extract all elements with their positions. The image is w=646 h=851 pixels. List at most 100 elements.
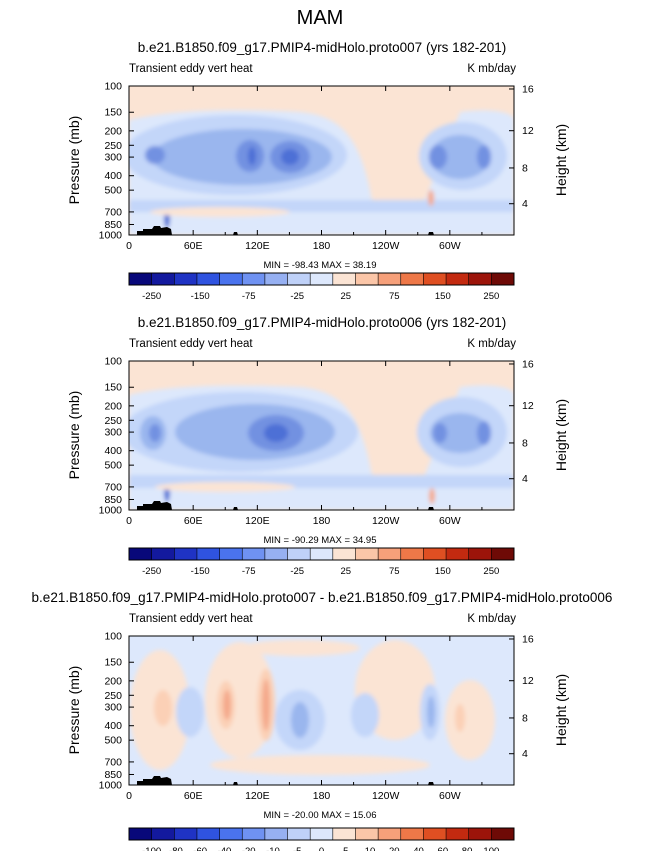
colorbar-swatch (310, 273, 334, 285)
colorbar-label: 250 (483, 566, 499, 577)
colorbar-swatch (287, 548, 311, 560)
y-right-tick-label: 8 (522, 162, 528, 174)
y-tick-label: 250 (104, 415, 122, 427)
contour-level-warm (428, 190, 434, 206)
y-tick-label: 300 (104, 427, 122, 439)
stats-label: MIN = -98.43 MAX = 38.19 (263, 260, 376, 271)
colorbar-swatch (423, 828, 447, 840)
y-right-tick-label: 12 (522, 400, 534, 412)
colorbar-swatch (219, 548, 243, 560)
colorbar-swatch (287, 273, 311, 285)
x-tick-label: 60W (439, 790, 461, 802)
y-tick-label: 500 (104, 735, 122, 747)
axes: 0 60E 120E 180 120W 60W1001502002503004005007… (99, 631, 534, 851)
colorbar-swatch (355, 548, 379, 560)
colorbar-frame (128, 547, 515, 561)
y-tick-label: 1000 (99, 505, 123, 517)
colorbar-label: -5 (293, 846, 301, 851)
colorbar-swatch (446, 828, 470, 840)
contour-band-negative (372, 111, 419, 213)
colorbar-label: 150 (435, 291, 451, 302)
colorbar-swatch (264, 273, 288, 285)
y-tick-label: 850 (104, 494, 122, 506)
colorbar-swatch (332, 548, 356, 560)
colorbar-swatch (174, 548, 198, 560)
variable-label: Transient eddy vert heat (129, 613, 253, 625)
colorbar-swatch (468, 273, 492, 285)
terrain-mask (137, 226, 434, 235)
terrain-mask (137, 501, 434, 510)
colorbar-swatch (468, 828, 492, 840)
colorbar-label: 0 (319, 846, 324, 851)
y-tick-label: 1000 (99, 780, 123, 792)
colorbar-label: 75 (389, 291, 400, 302)
colorbar-swatch (332, 828, 356, 840)
colorbar-label: -20 (242, 846, 256, 851)
colorbar-label: -40 (218, 846, 232, 851)
colorbar-label: -25 (290, 291, 304, 302)
y-tick-label: 150 (104, 107, 122, 119)
contour-level-2 (430, 413, 490, 453)
x-tick-label: 60E (184, 240, 203, 252)
colorbar-label: 100 (483, 846, 499, 851)
colorbar-label: -25 (290, 566, 304, 577)
axes: 0 60E 120E 180 120W 60W1001502002503004005007… (99, 81, 534, 303)
colorbar-label: -150 (191, 291, 210, 302)
x-tick-label: 120E (245, 790, 270, 802)
colorbar-swatch (174, 273, 198, 285)
colorbar-swatch (378, 828, 402, 840)
y-tick-label: 100 (104, 356, 122, 368)
y-right-tick-label: 16 (522, 633, 534, 645)
colorbar-swatch (446, 273, 470, 285)
y-right-tick-label: 16 (522, 358, 534, 370)
colorbar-swatch (242, 828, 266, 840)
contour-level-warm (429, 488, 435, 504)
x-tick-label: 180 (313, 790, 331, 802)
contour-level-orange (223, 690, 231, 720)
colorbar-label: 80 (462, 846, 473, 851)
y-right-tick-label: 8 (522, 437, 528, 449)
panel-2: b.e21.B1850.f09_g17.PMIP4-midHolo.proto0… (66, 315, 569, 577)
colorbar-label: -250 (142, 566, 161, 577)
contour-level-orange (154, 690, 172, 726)
y-tick-label: 200 (104, 400, 122, 412)
stats-label: MIN = -20.00 MAX = 15.06 (263, 810, 376, 821)
colorbar-swatch (355, 828, 379, 840)
y-tick-label: 100 (104, 81, 122, 93)
colorbar-swatch (242, 548, 266, 560)
x-tick-label: 60E (184, 790, 203, 802)
colorbar-label: -250 (142, 291, 161, 302)
y-tick-label: 1000 (99, 230, 123, 242)
colorbar-swatch (423, 548, 447, 560)
colorbar-label: -150 (191, 566, 210, 577)
colorbar-label: -75 (242, 566, 256, 577)
colorbar-swatch (400, 273, 424, 285)
stats-label: MIN = -90.29 MAX = 34.95 (263, 535, 376, 546)
contour-level-warm (205, 642, 275, 758)
contour-level-blue (176, 687, 204, 737)
colorbar-label: -10 (266, 846, 280, 851)
y-right-tick-label: 4 (522, 198, 528, 210)
y-right-tick-label: 12 (522, 125, 534, 137)
y-tick-label: 250 (104, 140, 122, 152)
colorbar-swatch (332, 273, 356, 285)
colorbar-label: -100 (142, 846, 161, 851)
colorbar-swatch (151, 273, 175, 285)
contour-level-2 (430, 135, 490, 179)
contour-level-warm (210, 755, 430, 775)
colorbar-label: 60 (438, 846, 449, 851)
contour-level-3 (477, 145, 491, 169)
y-tick-label: 150 (104, 657, 122, 669)
contour-level-blue (291, 702, 309, 738)
contour-level-4 (281, 149, 299, 165)
colorbar-swatch (491, 273, 515, 285)
colorbar-label: 40 (413, 846, 424, 851)
contour-field (129, 361, 514, 510)
units-label: K mb/day (467, 63, 516, 75)
y-tick-label: 500 (104, 185, 122, 197)
colorbar-swatch (355, 273, 379, 285)
contour-level-4 (264, 424, 288, 442)
colorbar-swatch (400, 828, 424, 840)
x-tick-label: 0 (126, 515, 132, 527)
